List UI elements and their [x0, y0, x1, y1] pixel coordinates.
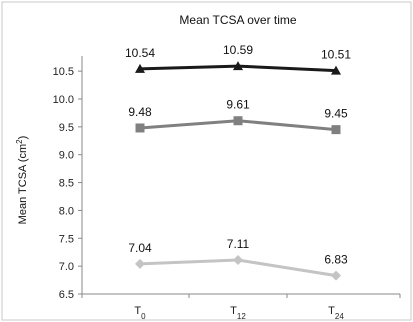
data-label: 6.83	[324, 253, 348, 267]
x-tick-label-sub: 24	[335, 312, 344, 321]
y-tick-label: 9.0	[59, 150, 74, 162]
y-axis-label-sup: 2	[15, 139, 24, 144]
data-point-diamond	[233, 255, 243, 266]
data-point-triangle	[135, 63, 145, 73]
y-axis-label-tail: )	[17, 136, 29, 140]
y-tick-label: 6.5	[59, 289, 74, 301]
data-point-diamond	[135, 258, 145, 269]
y-tick-label: 7.5	[59, 233, 74, 245]
data-label: 10.59	[223, 43, 253, 57]
data-label: 9.48	[128, 105, 152, 119]
series-layer: 10.54 10.59 10.51 9.48 9.61 9.45 7.04 7.11 6.83	[125, 43, 351, 281]
data-label: 10.51	[321, 48, 351, 62]
x-tick-label-base: T	[134, 305, 141, 317]
data-point-square	[233, 116, 243, 126]
series-group: 9.48 9.61 9.45	[128, 98, 348, 135]
data-point-square	[331, 125, 341, 135]
y-tick-label: 10.5	[53, 66, 74, 78]
y-axis-label-main: Mean TCSA (cm	[17, 144, 29, 225]
x-tick-label-base: T	[230, 305, 237, 317]
x-tick-label-sub: 12	[237, 312, 246, 321]
x-tick-label-sub: 0	[141, 312, 146, 321]
y-axis-label: Mean TCSA (cm2)	[15, 136, 30, 225]
x-tick-label: T24	[328, 305, 344, 321]
data-point-square	[135, 123, 145, 133]
data-label: 9.61	[226, 98, 250, 112]
y-tick-label: 8.5	[59, 178, 74, 190]
series-group: 10.54 10.59 10.51	[125, 43, 351, 75]
data-point-triangle	[233, 61, 243, 71]
data-label: 9.45	[324, 107, 348, 121]
x-tick-label: T0	[134, 305, 146, 321]
x-tick-label: T12	[230, 305, 246, 321]
data-point-diamond	[331, 270, 341, 281]
data-point-triangle	[331, 65, 341, 75]
x-tick-label-base: T	[328, 305, 335, 317]
y-tick-label: 8.0	[59, 205, 74, 217]
data-label: 7.11	[227, 237, 250, 251]
chart-title: Mean TCSA over time	[179, 13, 296, 27]
data-label: 7.04	[128, 241, 152, 255]
series-group: 7.04 7.11 6.83	[128, 237, 348, 281]
y-tick-label: 7.0	[59, 261, 74, 273]
data-label: 10.54	[125, 46, 155, 60]
y-tick-label: 10.0	[53, 94, 74, 106]
axes: 6.57.07.58.08.59.09.510.010.5T0 T12 T24	[53, 56, 401, 321]
y-tick-label: 9.5	[59, 122, 74, 134]
